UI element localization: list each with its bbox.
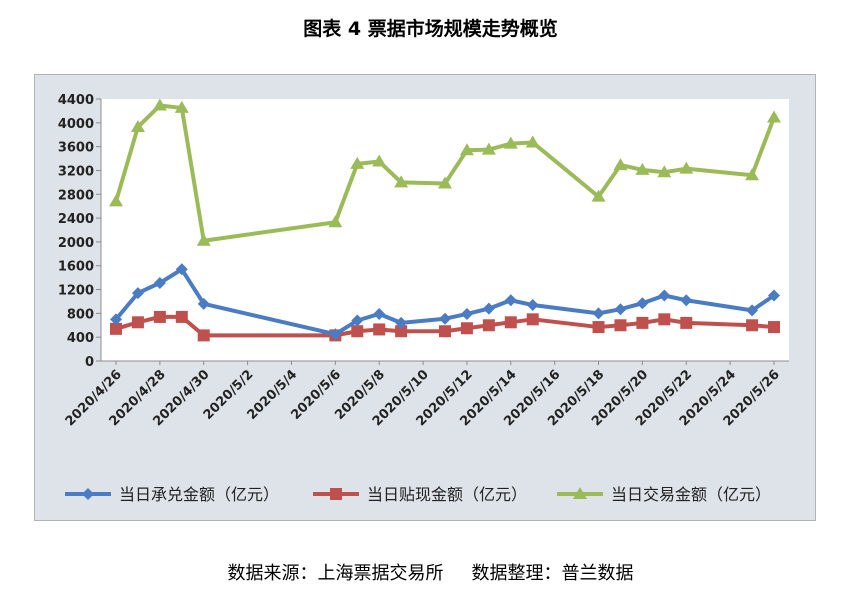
arrangement-note: 数据整理：普兰数据	[471, 563, 634, 584]
series-2-point	[526, 313, 539, 326]
series-2-point	[197, 329, 210, 342]
series-1-point	[373, 307, 386, 320]
series-3-point	[745, 168, 760, 181]
series-2-point	[439, 325, 451, 338]
series-2-point	[110, 322, 122, 335]
series-2-point	[175, 310, 188, 323]
series-3-point	[438, 176, 452, 189]
source-note: 数据来源：上海票据交易所	[227, 563, 444, 584]
series-2-point	[658, 313, 671, 326]
series-1-point	[395, 316, 408, 329]
series-1-point	[110, 313, 122, 326]
legend-label-1: 当日承兑金额（亿元）	[119, 485, 279, 504]
series-3-point	[109, 194, 123, 207]
y-tick-label: 3200	[58, 164, 94, 179]
series-3-point	[591, 189, 606, 202]
y-tick-label: 3600	[58, 141, 94, 156]
series-1-point	[351, 314, 364, 327]
series-1-point	[768, 289, 780, 302]
series-3-point	[503, 136, 518, 149]
series-2-point	[592, 321, 605, 334]
series-1-point	[460, 307, 473, 320]
y-tick-label: 2000	[58, 236, 94, 251]
series-3-point	[196, 233, 211, 246]
series-1-point	[680, 294, 693, 307]
series-3-point	[152, 98, 167, 111]
chart-frame: 0 400 800 1200 1600 2000 2400 2800 3200 3600 4000 4…	[34, 74, 816, 521]
series-3-point	[372, 154, 387, 167]
legend-marker-1	[82, 488, 94, 500]
y-tick-label: 2800	[58, 188, 94, 203]
series-3-point	[174, 100, 189, 113]
series-2-point	[768, 321, 780, 334]
y-tick-label: 400	[67, 331, 94, 346]
series-1-point	[175, 263, 188, 276]
y-tick-label: 4000	[58, 117, 94, 132]
y-tick-label: 4400	[58, 93, 94, 108]
series-3-point	[130, 119, 145, 132]
y-tick-label: 1600	[58, 260, 94, 275]
series-3-point	[679, 161, 694, 174]
series-1-point	[658, 289, 671, 302]
series-2-point	[636, 316, 649, 329]
legend-label-2: 当日贴现金额（亿元）	[367, 485, 527, 504]
series-1-point	[746, 304, 759, 317]
series-1-point	[482, 302, 495, 315]
series-1-point	[131, 287, 144, 300]
series-1-point	[504, 294, 517, 307]
series-2-point	[460, 322, 473, 335]
series-2-point	[153, 310, 166, 323]
series-1-point	[197, 297, 210, 310]
line-chart: 0 400 800 1200 1600 2000 2400 2800 3200 3600 4000 4…	[58, 93, 789, 504]
series-1-point	[614, 303, 627, 316]
y-tick-label: 1200	[58, 284, 94, 299]
series-3-point	[657, 165, 672, 178]
series-1-point	[636, 297, 649, 310]
legend-marker-2	[330, 488, 342, 500]
series-3-point	[350, 156, 365, 169]
series-1-point	[153, 276, 166, 289]
series-1-point	[329, 328, 342, 341]
series-3-point	[328, 215, 343, 228]
series-3-point	[394, 175, 409, 188]
series-2-point	[351, 325, 364, 338]
series-2-point	[482, 319, 495, 332]
series-3-point	[613, 158, 628, 171]
y-tick-label: 2400	[58, 212, 94, 227]
legend-label-3: 当日交易金额（亿元）	[611, 485, 771, 504]
series-3-point	[525, 135, 540, 148]
series-2-point	[746, 319, 759, 332]
series-2-point	[504, 316, 517, 329]
y-tick-label: 0	[85, 355, 94, 370]
series-2-point	[614, 319, 627, 332]
source-line: 数据来源：上海票据交易所 数据整理：普兰数据	[0, 559, 861, 585]
legend-marker-3	[573, 487, 587, 499]
figure-title: 图表 4 票据市场规模走势概览	[303, 18, 558, 40]
series-2-point	[373, 323, 386, 336]
y-tick-label: 800	[67, 307, 94, 322]
series-2-point	[395, 325, 408, 338]
series-1-point	[526, 299, 539, 312]
series-2-point	[680, 316, 693, 329]
series-3-point	[481, 142, 496, 155]
series-1-point	[439, 312, 451, 325]
series-3-point	[635, 162, 650, 175]
series-1-point	[592, 307, 605, 320]
series-3-point	[459, 143, 474, 156]
series-2-point	[131, 316, 144, 329]
series-3-point	[767, 110, 781, 123]
